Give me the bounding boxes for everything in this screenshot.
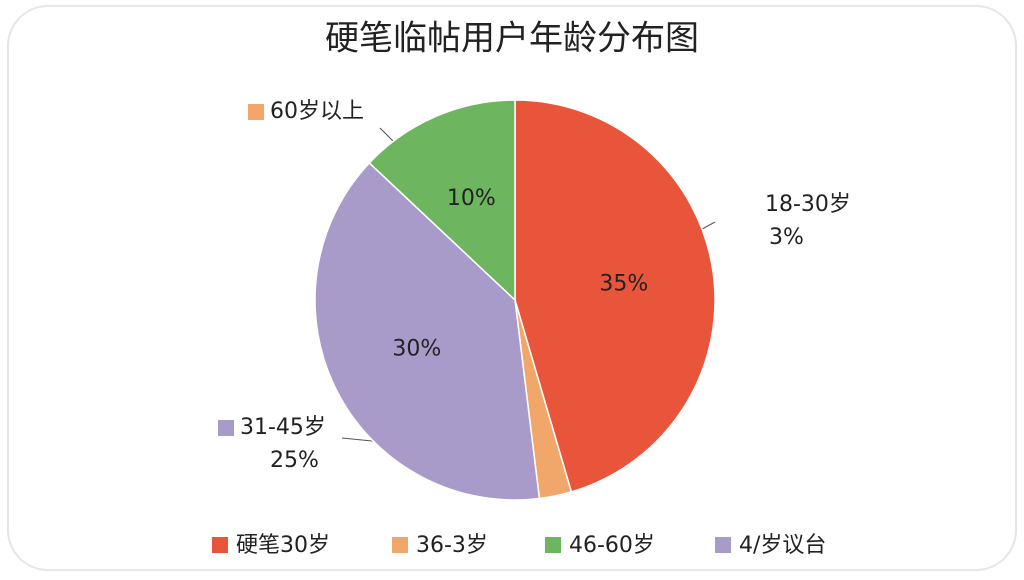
legend-label: 36-3岁 [416, 533, 488, 558]
legend-swatch [212, 537, 228, 553]
chart-title: 硬笔临帖用户年龄分布图 [325, 19, 699, 59]
annotation: 18-30岁 [765, 192, 851, 217]
annotation-value: 25% [270, 448, 319, 473]
pie-slice [514, 99, 716, 493]
legend-swatch [545, 537, 561, 553]
slice-label: 30% [392, 337, 441, 362]
pie-slice [314, 161, 541, 501]
legend-label: 4/岁议台 [739, 533, 826, 558]
annotation-swatch [218, 420, 234, 436]
legend-swatch [392, 537, 408, 553]
slice-label: 35% [599, 271, 648, 296]
annotation: 60岁以上 [270, 99, 364, 124]
legend-label: 硬笔30岁 [236, 533, 330, 558]
slice-label: 10% [447, 186, 496, 211]
annotation: 31-45岁 [240, 415, 326, 440]
annotation-value: 3% [769, 225, 804, 250]
annotation-swatch [248, 104, 264, 120]
pie-slice [368, 99, 516, 302]
legend-swatch [715, 537, 731, 553]
legend-label: 46-60岁 [569, 533, 655, 558]
